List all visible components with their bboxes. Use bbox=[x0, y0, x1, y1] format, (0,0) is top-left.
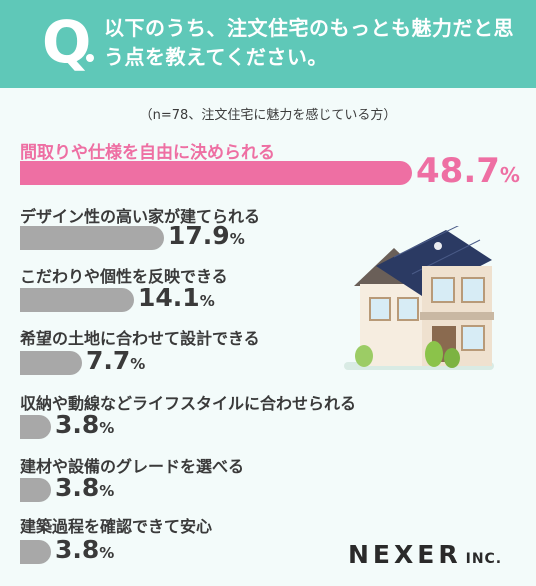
nexer-logo: NEXER INC. bbox=[348, 540, 502, 569]
bar-unit: % bbox=[99, 544, 115, 562]
bar-value: 14.1 bbox=[138, 283, 200, 312]
bar-label: デザイン性の高い家が建てられる bbox=[20, 207, 261, 226]
bar-value: 7.7 bbox=[86, 346, 131, 375]
bar bbox=[20, 351, 82, 375]
bar-label: こだわりや個性を反映できる bbox=[20, 267, 228, 286]
bar-value: 48.7 bbox=[416, 151, 500, 191]
bar bbox=[20, 478, 51, 502]
bar-value: 3.8 bbox=[55, 535, 100, 564]
bar-label: 間取りや仕様を自由に決められる bbox=[20, 143, 275, 163]
q-mark: Q bbox=[42, 8, 92, 76]
bar-unit: % bbox=[99, 419, 115, 437]
bar-label: 収納や動線などライフスタイルに合わせられる bbox=[20, 394, 357, 413]
bar-value: 3.8 bbox=[55, 473, 100, 502]
bar-unit: % bbox=[199, 292, 215, 310]
bar bbox=[20, 226, 164, 250]
bar-value-label: 7.7% bbox=[86, 346, 145, 375]
bar bbox=[20, 161, 412, 185]
bar bbox=[20, 288, 134, 312]
bar-value: 3.8 bbox=[55, 410, 100, 439]
question-text: 以下のうち、注文住宅のもっとも魅力だと思う点を教えてください。 bbox=[104, 16, 514, 69]
bar-value: 17.9 bbox=[168, 221, 230, 250]
bar-value-label: 3.8% bbox=[55, 473, 114, 502]
bar-unit: % bbox=[499, 163, 520, 187]
bar bbox=[20, 415, 51, 439]
logo-main: NEXER bbox=[348, 540, 462, 569]
sample-note: （n=78、注文住宅に魅力を感じている方） bbox=[139, 108, 397, 123]
house-illustration bbox=[344, 226, 494, 370]
bar bbox=[20, 540, 51, 564]
q-mark-dot bbox=[86, 54, 94, 62]
bar-value-label: 3.8% bbox=[55, 535, 114, 564]
bar-unit: % bbox=[229, 230, 245, 248]
bar-label: 建築過程を確認できて安心 bbox=[20, 517, 213, 536]
logo-sub: INC. bbox=[465, 551, 503, 567]
bar-label: 希望の土地に合わせて設計できる bbox=[20, 329, 260, 348]
bar-value-label: 17.9% bbox=[168, 221, 245, 250]
bar-unit: % bbox=[99, 482, 115, 500]
bar-label: 建材や設備のグレードを選べる bbox=[20, 457, 245, 476]
bar-value-label: 48.7% bbox=[416, 151, 520, 191]
bar-value-label: 14.1% bbox=[138, 283, 215, 312]
bar-value-label: 3.8% bbox=[55, 410, 114, 439]
question-header: Q 以下のうち、注文住宅のもっとも魅力だと思う点を教えてください。 bbox=[0, 0, 536, 88]
bar-unit: % bbox=[130, 355, 146, 373]
